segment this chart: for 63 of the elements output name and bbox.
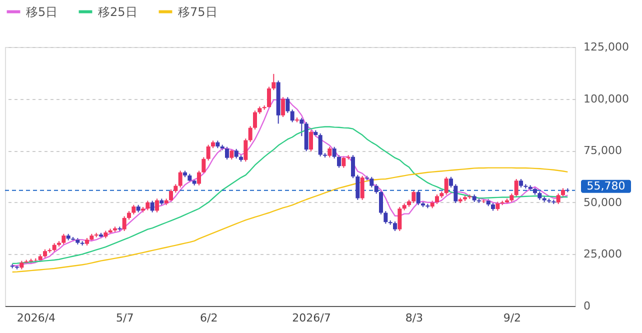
- candlestick: [435, 194, 439, 205]
- candlestick: [267, 86, 271, 110]
- candlestick: [272, 73, 276, 91]
- candlestick: [206, 144, 210, 162]
- candlestick: [454, 184, 458, 204]
- candlestick: [248, 126, 252, 142]
- candlestick: [370, 176, 374, 188]
- y-tick-label: 25,000: [584, 248, 622, 261]
- candlestick: [290, 109, 294, 123]
- candlestick: [230, 148, 234, 160]
- candlestick: [356, 174, 360, 200]
- candlestick: [286, 96, 290, 114]
- candlestick: [514, 178, 518, 198]
- candlestick: [155, 198, 159, 213]
- candlestick: [244, 138, 248, 162]
- candlestick: [393, 220, 397, 232]
- legend-label: 移25日: [98, 4, 138, 19]
- candlestick: [416, 190, 420, 206]
- candlestick: [556, 192, 560, 205]
- candlestick: [342, 156, 346, 168]
- y-tick-label: 0: [584, 300, 590, 312]
- candlestick: [398, 206, 402, 232]
- candlestick: [253, 110, 257, 130]
- legend-label: 移5日: [26, 4, 58, 19]
- line-series: [12, 98, 568, 266]
- line-series: [12, 167, 568, 273]
- candlestick: [360, 175, 364, 200]
- candlestick: [351, 154, 355, 179]
- candlestick: [62, 233, 66, 245]
- x-tick-label: 9/2: [503, 312, 522, 324]
- y-tick-label: 125,000: [584, 40, 629, 54]
- x-tick-label: 2026/7: [292, 312, 331, 324]
- candlestick: [150, 200, 154, 213]
- candlestick: [337, 154, 341, 168]
- candlestick: [197, 170, 201, 186]
- candlestick: [449, 176, 453, 188]
- candlestick: [202, 156, 206, 175]
- candlestick: [300, 117, 304, 137]
- candlestick: [234, 148, 238, 159]
- candlestick: [225, 146, 229, 160]
- candlestick: [328, 146, 332, 158]
- candlestick: [132, 204, 136, 215]
- x-tick-label: 5/7: [116, 312, 134, 324]
- candlestick: [178, 170, 182, 188]
- candlestick: [374, 184, 378, 194]
- candlestick: [281, 96, 285, 118]
- candlestick: [412, 190, 416, 204]
- candlestick: [318, 132, 322, 157]
- candlestick: [332, 146, 336, 159]
- legend-label: 移75日: [178, 4, 218, 19]
- candlestick: [444, 176, 448, 196]
- y-tick-label: 50,000: [584, 196, 622, 209]
- y-tick-label: 100,000: [584, 92, 629, 106]
- candlestick: [146, 200, 150, 211]
- ref-line-label: 55,780: [586, 179, 626, 192]
- x-tick-label: 2026/4: [16, 312, 56, 324]
- candlestick: [122, 216, 126, 232]
- y-tick-label: 75,000: [584, 144, 622, 158]
- x-tick-label: 8/3: [405, 312, 424, 324]
- x-tick-label: 6/2: [200, 312, 218, 324]
- candlestick: [384, 210, 388, 224]
- candlestick: [379, 190, 383, 215]
- candlestick: [309, 130, 313, 152]
